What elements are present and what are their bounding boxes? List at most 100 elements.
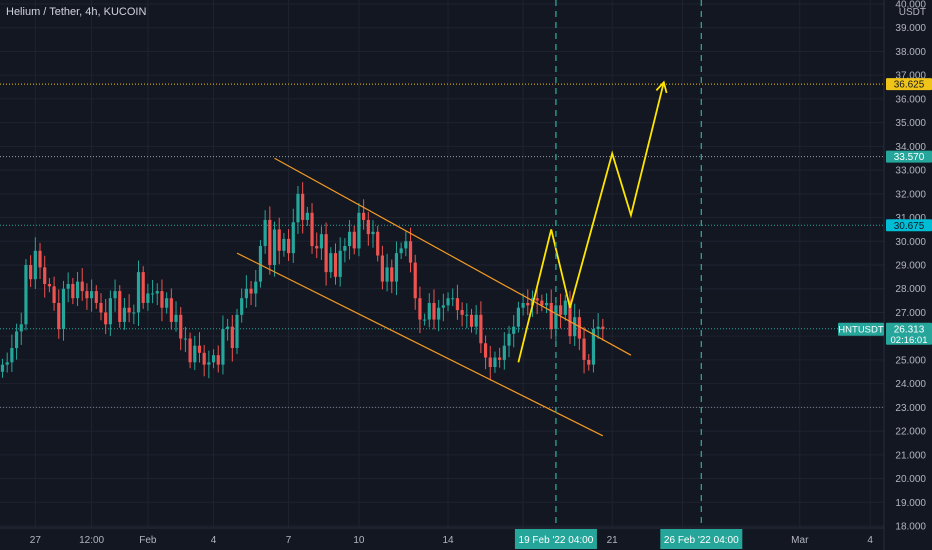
candle-body [286,238,291,254]
price-label-bg [886,219,932,232]
candle-body [413,262,417,299]
candle-body [455,298,460,311]
candle-body [451,298,455,300]
candle-body [394,253,399,282]
candle-body [469,314,474,327]
candle-body [165,298,169,308]
candle-body [380,255,384,282]
candle-body [329,253,333,273]
candle-body [216,355,220,365]
candle-body [272,229,277,265]
y-tick-label: 22.000 [895,427,926,438]
candle-body [418,298,422,320]
candle-body [104,312,108,325]
candle-body [362,212,366,220]
candle-body [43,267,47,284]
candle-body [33,250,37,280]
candle-body [441,305,445,308]
candle-body [577,317,581,339]
candle-body [498,357,502,360]
y-tick-label: 33.000 [895,166,926,177]
candle-body [408,241,413,263]
candle-body [535,298,539,301]
candle-body [601,326,605,330]
candle-body [52,286,56,303]
channel-lower-line[interactable] [236,252,604,437]
candle-body [47,283,51,287]
candle-body [446,298,450,306]
price-label: 26.313 [894,324,925,335]
candle-body [160,291,164,308]
candle-body [352,231,356,249]
y-tick-label: 40.000 [895,0,926,11]
symbol-tag: HNTUSDT [838,324,884,335]
candle-body [427,302,431,320]
candle-body [19,324,23,332]
projection-arrow-head[interactable] [655,80,668,94]
candle-body [544,302,549,306]
candle-body [0,364,5,372]
y-tick-label: 27.000 [895,308,926,319]
candle-body [277,229,281,251]
candle-body [136,272,141,313]
price-label: 36.625 [894,80,925,91]
candle-body [338,250,342,277]
countdown-label: 02:16:01 [891,335,928,346]
candle-body [108,298,112,325]
channel-upper-line[interactable] [274,157,632,356]
projection-path[interactable] [517,82,665,363]
candle-body [94,291,98,303]
candle-body [258,246,263,282]
x-tick-label: 10 [353,535,365,546]
y-tick-label: 31.000 [895,213,926,224]
candle-body [568,300,572,337]
y-tick-label: 24.000 [895,379,926,390]
price-label-bg [886,150,932,163]
x-tick-label: Feb [139,535,157,546]
x-tick-label: Mar [791,535,809,546]
y-tick-label: 38.000 [895,47,926,58]
candle-body [390,267,394,282]
y-tick-label: 20.000 [895,474,926,485]
y-tick-label: 32.000 [895,189,926,200]
drawings[interactable] [236,0,702,528]
candle-body [404,241,408,249]
candle-body [521,302,525,308]
y-tick-label: 36.000 [895,94,926,105]
candle-body [230,326,234,349]
candle-body [502,345,506,360]
candle-body [10,348,14,363]
candle-body [540,300,544,306]
candle-body [155,291,159,294]
candle-body [559,305,563,315]
level-lines [0,83,884,408]
candle-body [399,248,403,254]
chart-title: Helium / Tether, 4h, KUCOIN [6,6,147,18]
candle-body [516,307,520,327]
candle-body [90,291,94,299]
candle-body [14,331,19,349]
candle-body [66,283,70,289]
candle-body [122,307,127,322]
price-label-bg [886,78,932,91]
y-tick-label: 39.000 [895,23,926,34]
candle-body [371,231,375,235]
candle-body [591,329,596,365]
candle-body [99,302,103,313]
candle-body [202,352,206,365]
candle-body [188,338,192,363]
candle-body [319,234,324,249]
date-marker-label: 19 Feb '22 04:00 [519,535,594,546]
y-axis-unit-label: USDT [899,7,926,18]
x-tick-label: 21 [607,535,619,546]
candle-body [61,288,66,330]
candle-body [563,300,567,315]
x-tick-label: 7 [286,535,292,546]
candle-body [423,319,427,321]
y-tick-label: 37.000 [895,71,926,82]
candle-body [57,302,61,330]
candle-body [357,212,361,249]
x-tick-label: 4 [211,535,217,546]
